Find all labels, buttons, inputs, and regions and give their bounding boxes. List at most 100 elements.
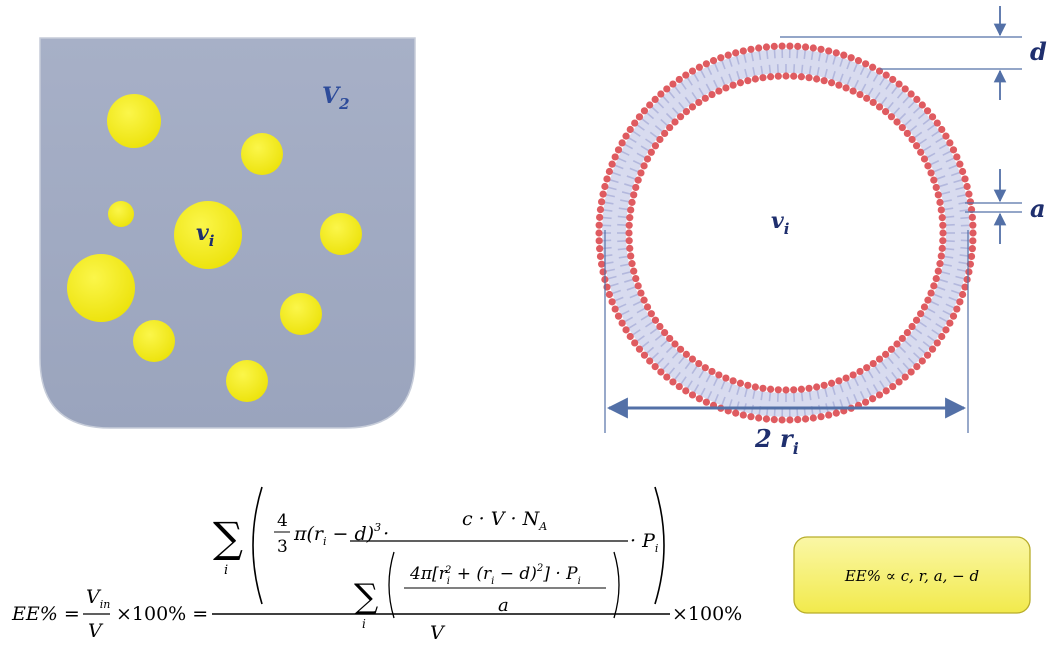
- outer-lipid-head: [646, 357, 653, 364]
- outer-lipid-head: [969, 229, 976, 236]
- inner-lipid-head: [677, 346, 684, 353]
- inner-lipid-head: [850, 87, 857, 94]
- inner-lipid-head: [648, 310, 655, 317]
- outer-lipid-head: [855, 57, 862, 64]
- outer-lipid-head: [747, 413, 754, 420]
- inner-lipid-head: [888, 113, 895, 120]
- inner-lipid-head: [899, 335, 906, 342]
- outer-lipid-head: [968, 253, 975, 260]
- ratio-denominator: V: [88, 620, 104, 642]
- outer-lipid-head: [615, 146, 622, 153]
- inner-lipid-head: [715, 371, 722, 378]
- outer-lipid-head: [596, 237, 603, 244]
- inner-lipid-head: [661, 329, 668, 336]
- outer-lipid-head: [615, 313, 622, 320]
- outer-lipid-head: [862, 399, 869, 406]
- outer-lipid-head: [794, 416, 801, 423]
- inner-lipid-head: [821, 382, 828, 389]
- outer-lipid-head: [953, 153, 960, 160]
- inner-lipid-head: [635, 177, 642, 184]
- outer-lipid-head: [959, 291, 966, 298]
- solution-container: V2 vi: [40, 38, 415, 428]
- outer-lipid-head: [622, 326, 629, 333]
- vesicle-particle: [108, 201, 134, 227]
- inner-lipid-head: [798, 73, 805, 80]
- outer-lipid-head: [895, 80, 902, 87]
- equation-lhs: EE% =: [11, 603, 80, 625]
- outer-lipid-head: [636, 113, 643, 120]
- inner-lipid-head: [666, 124, 673, 131]
- inner-lipid-head: [759, 74, 766, 81]
- inner-lipid-head: [715, 87, 722, 94]
- outer-lipid-head: [965, 191, 972, 198]
- outer-lipid-head: [612, 153, 619, 160]
- times-100-first: ×100% =: [116, 603, 208, 625]
- inner-lipid-head: [921, 303, 928, 310]
- outer-lipid-head: [619, 319, 626, 326]
- inner-lipid-head: [909, 136, 916, 143]
- outer-lipid-head: [869, 395, 876, 402]
- inner-lipid-head: [702, 95, 709, 102]
- outer-lipid-head: [771, 416, 778, 423]
- inner-left-paren: [389, 552, 394, 618]
- inner-lipid-head: [652, 317, 659, 324]
- outer-left-paren: [253, 487, 262, 604]
- inner-lipid-head: [936, 199, 943, 206]
- outer-lipid-head: [596, 222, 603, 229]
- inner-lipid-head: [775, 386, 782, 393]
- inner-lipid-head: [637, 169, 644, 176]
- outer-lipid-head: [657, 368, 664, 375]
- inner-lipid-head: [798, 386, 805, 393]
- inner-lipid-head: [924, 297, 931, 304]
- inner-lipid-head: [888, 346, 895, 353]
- vesicle-particle: [320, 213, 362, 255]
- outer-lipid-head: [950, 146, 957, 153]
- inner-lipid-head: [921, 155, 928, 162]
- outer-lipid-head: [657, 90, 664, 97]
- inner-lipid-head: [863, 95, 870, 102]
- outer-lipid-head: [883, 72, 890, 79]
- inner-lipid-head: [790, 386, 797, 393]
- inner-sum-denominator: a: [498, 595, 509, 616]
- outer-lipid-head: [696, 395, 703, 402]
- vesicle-particle: [280, 293, 322, 335]
- outer-lipid-head: [663, 373, 670, 380]
- inner-lipid-head: [935, 191, 942, 198]
- inner-lipid-head: [882, 351, 889, 358]
- inner-lipid-head: [767, 386, 774, 393]
- outer-lipid-head: [596, 214, 603, 221]
- outer-lipid-head: [961, 175, 968, 182]
- inner-lipid-head: [933, 275, 940, 282]
- outer-lipid-head: [817, 46, 824, 53]
- inner-lipid-head: [730, 82, 737, 89]
- outer-lipid-head: [599, 268, 606, 275]
- outer-lipid-head: [682, 72, 689, 79]
- diameter-label: 2 ri: [754, 424, 799, 458]
- inner-lipid-head: [683, 351, 690, 358]
- inner-lipid-head: [767, 73, 774, 80]
- outer-lipid-head: [597, 206, 604, 213]
- proportionality-text: EE% ∝ c, r, a, − d: [844, 567, 979, 585]
- inner-lipid-head: [752, 75, 759, 82]
- inner-lipid-head: [775, 73, 782, 80]
- vesicle-particle: [241, 133, 283, 175]
- ratio-numerator: Vin: [86, 586, 110, 611]
- outer-lipid-head: [696, 64, 703, 71]
- outer-lipid-head: [919, 101, 926, 108]
- inner-lipid-head: [661, 130, 668, 137]
- inner-lipid-head: [626, 214, 633, 221]
- inner-lipid-head: [882, 108, 889, 115]
- outer-lipid-head: [641, 352, 648, 359]
- inner-lipid-head: [628, 199, 635, 206]
- outer-lipid-head: [965, 268, 972, 275]
- outer-lipid-head: [603, 175, 610, 182]
- outer-lipid-head: [703, 60, 710, 67]
- outer-lipid-head: [652, 96, 659, 103]
- outer-lipid-head: [964, 183, 971, 190]
- inner-lipid-head: [640, 162, 647, 169]
- outer-lipid-head: [786, 416, 793, 423]
- liposome: vi: [595, 42, 976, 423]
- outer-lipid-head: [869, 64, 876, 71]
- inner-lipid-head: [790, 73, 797, 80]
- outer-lipid-head: [924, 107, 931, 114]
